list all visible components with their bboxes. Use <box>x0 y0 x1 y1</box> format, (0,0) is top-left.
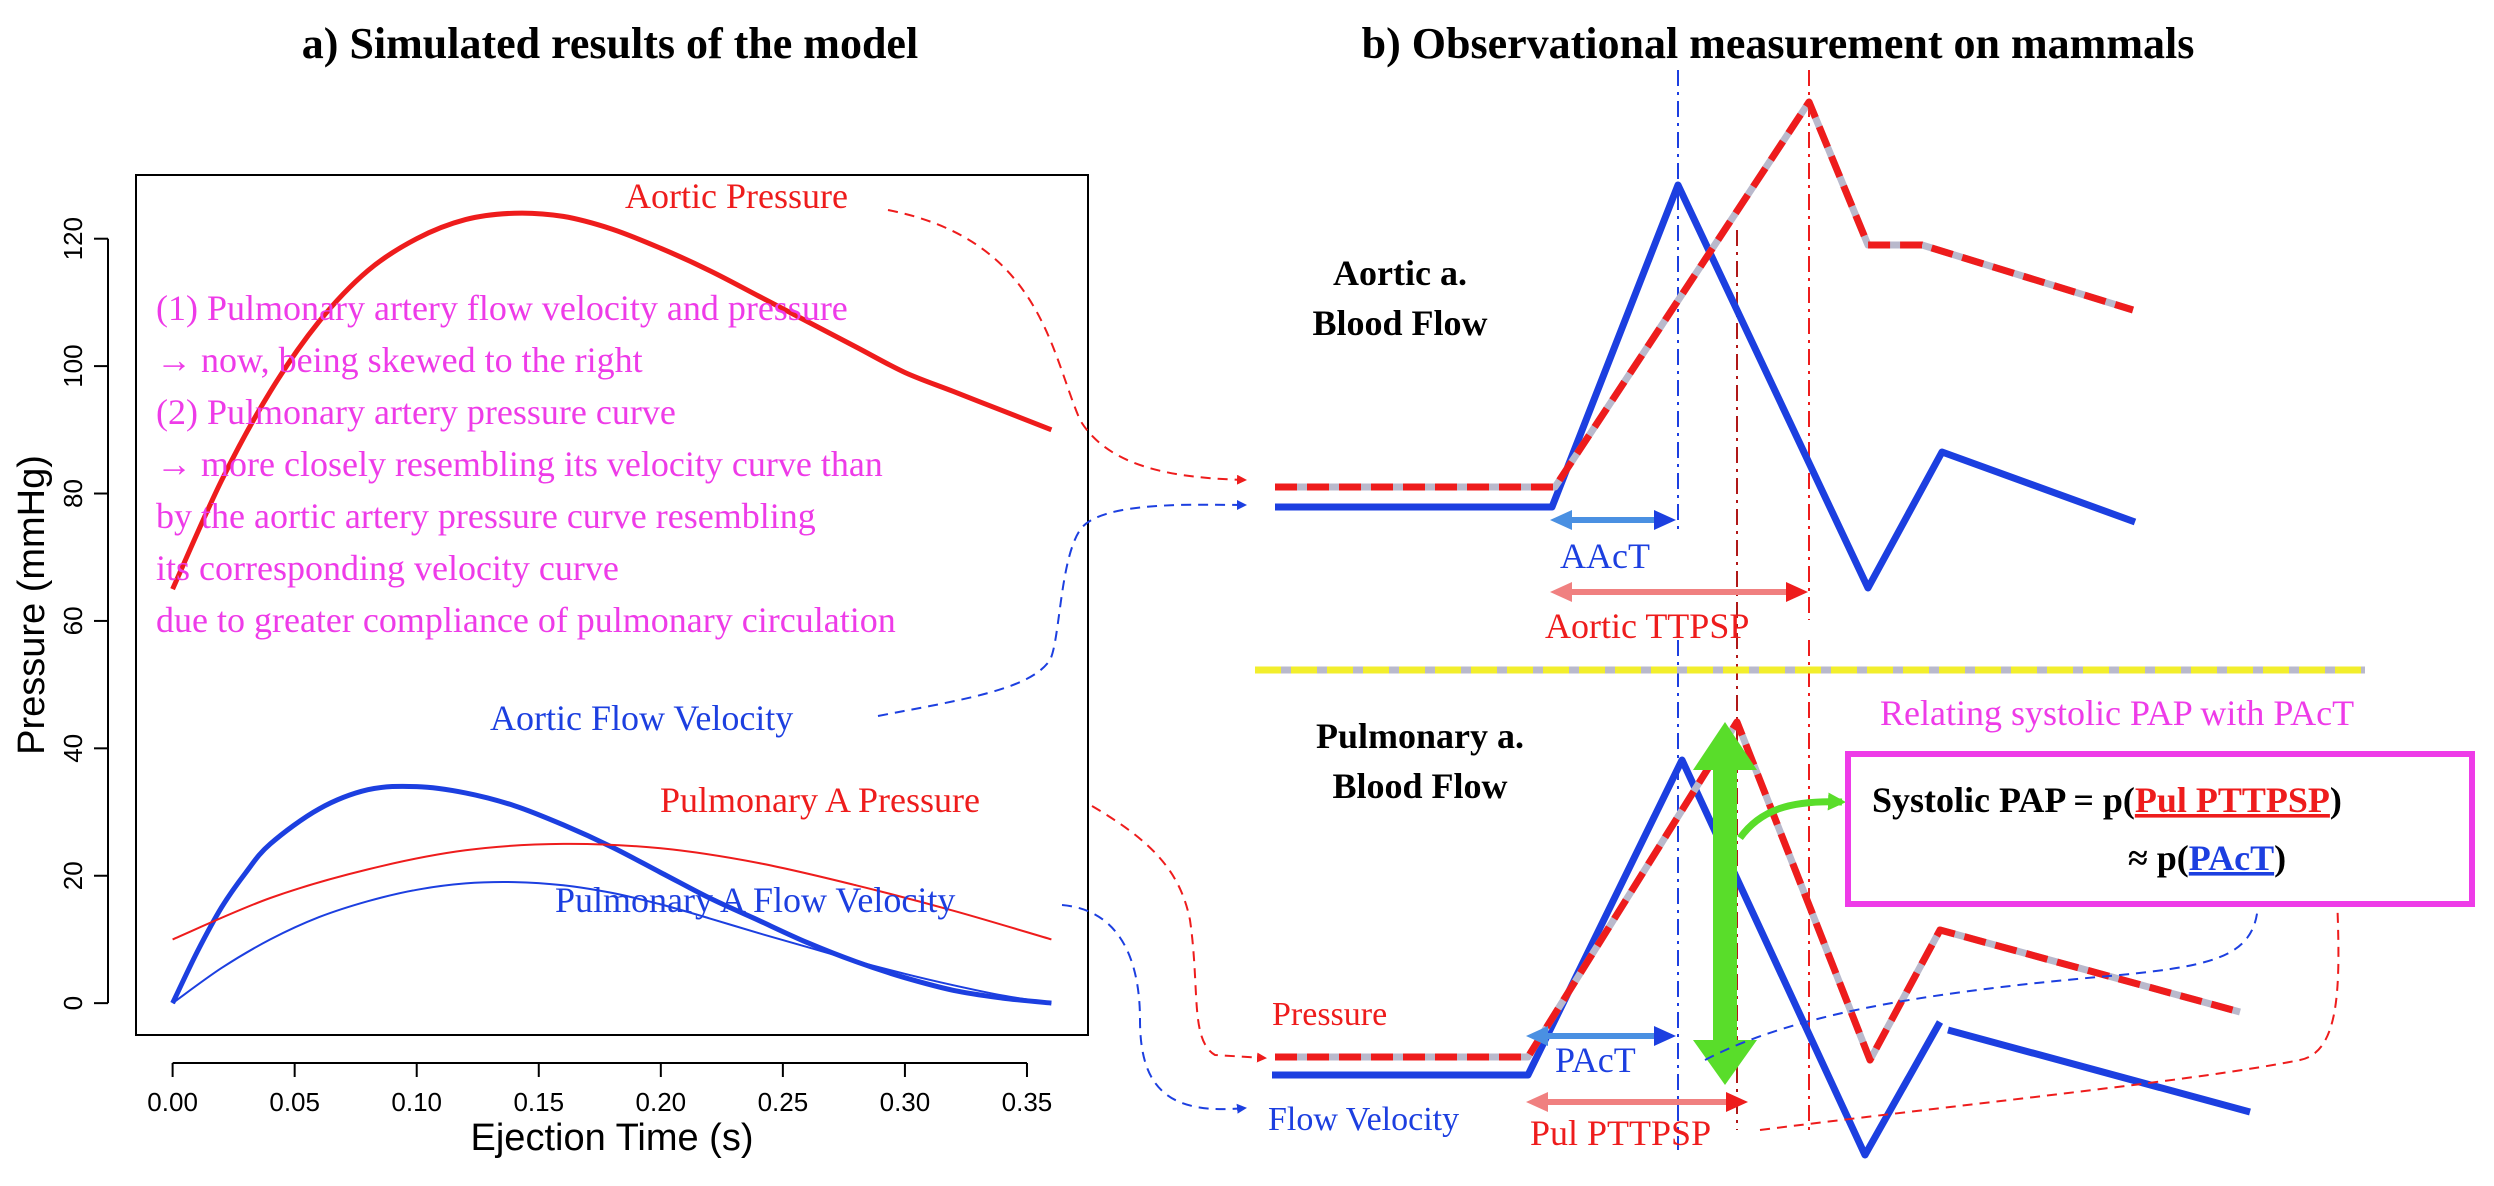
pulmonary-label-line1: Pulmonary a. <box>1316 716 1524 756</box>
annotation-text: (1) Pulmonary artery flow velocity and p… <box>156 288 896 640</box>
aortic-flow-trace <box>1275 181 2137 592</box>
connector-pact-to-box <box>1704 893 2264 1061</box>
annotation-line: → now, being skewed to the right <box>156 340 643 380</box>
series-pulmonary-a-flow-velocity <box>172 880 1052 1005</box>
pul-pttpsp-arrow-left-head <box>1526 1092 1548 1112</box>
label-pulmonary-flow: Pulmonary A Flow Velocity <box>555 880 955 920</box>
pulmonary-label-line2: Blood Flow <box>1332 766 1507 806</box>
aortic-ttpsp-label: Aortic TTPSP <box>1545 606 1749 646</box>
green-pointer-arrow <box>1737 792 1846 841</box>
x-axis-label: Ejection Time (s) <box>471 1117 754 1159</box>
pulmonary-pressure-trace-dashes <box>1275 718 2241 1064</box>
panel-b-title: b) Observational measurement on mammals <box>1362 19 2195 68</box>
pact-label: PAcT <box>1555 1040 1636 1080</box>
x-tick-label: 0.25 <box>758 1087 809 1117</box>
aortic-pressure-trace <box>1275 98 2135 491</box>
annotation-line: → more closely resembling its velocity c… <box>156 444 883 484</box>
y-tick-label: 60 <box>58 606 88 635</box>
flow-velocity-label: Flow Velocity <box>1268 1101 1459 1138</box>
y-tick-label: 0 <box>58 996 88 1010</box>
pul-pttpsp-arrow-right-head <box>1726 1092 1748 1112</box>
aortic-label-line1: Aortic a. <box>1333 253 1467 293</box>
formula-line2-prefix: ≈ p( <box>2128 838 2189 878</box>
formula-box <box>1845 751 2475 907</box>
x-tick-label: 0.20 <box>636 1087 687 1117</box>
y-tick-label: 100 <box>58 344 88 387</box>
x-tick-label: 0.15 <box>513 1087 564 1117</box>
series-layer <box>170 210 1053 1006</box>
y-tick-label: 20 <box>58 861 88 890</box>
aact-arrow-right-head <box>1654 510 1676 530</box>
y-tick-label: 120 <box>58 217 88 260</box>
green-arrow-top-head <box>1693 722 1757 770</box>
aact-arrow <box>1550 510 1676 530</box>
x-axis: 0.00 0.05 0.10 0.15 0.20 0.25 0.30 0.35 <box>147 1062 1053 1117</box>
annotation-line: its corresponding velocity curve <box>156 548 619 588</box>
pulmonary-flow-trace <box>1272 756 1944 1159</box>
pact-arrow <box>1526 1026 1676 1046</box>
connector-pulmonary-flow <box>1061 904 1247 1114</box>
x-tick-label: 0.35 <box>1002 1087 1053 1117</box>
panel-a-title: a) Simulated results of the model <box>302 19 918 68</box>
x-tick-label: 0.30 <box>880 1087 931 1117</box>
connector-aortic-pressure <box>887 209 1247 485</box>
green-arrow-shaft <box>1713 760 1737 1060</box>
formula-line2-suffix: ) <box>2274 838 2286 878</box>
y-tick-label: 40 <box>58 734 88 763</box>
formula-line1-link: Pul PTTPSP <box>2135 780 2330 820</box>
series-aortic-flow-velocity <box>170 783 1052 1006</box>
pact-arrow-left-head <box>1526 1026 1548 1046</box>
y-axis-label: Pressure (mmHg) <box>11 455 53 755</box>
formula-line2: ≈ p(PAcT) <box>2128 838 2286 878</box>
annotation-line: (1) Pulmonary artery flow velocity and p… <box>156 288 848 328</box>
pul-pttpsp-arrow <box>1526 1092 1748 1112</box>
formula-line1-prefix: Systolic PAP = p( <box>1872 780 2135 820</box>
label-pulmonary-pressure: Pulmonary A Pressure <box>660 780 980 820</box>
aortic-ttpsp-arrow-right-head <box>1786 582 1808 602</box>
green-arrow-bottom-head <box>1693 1040 1757 1085</box>
connector-arrows <box>877 209 1267 1114</box>
x-tick-label: 0.05 <box>269 1087 320 1117</box>
pulmonary-flow-trace-tail <box>1947 1026 2251 1116</box>
series-aortic-pressure <box>170 210 1053 591</box>
aact-label: AAcT <box>1560 536 1650 576</box>
x-tick-label: 0.10 <box>391 1087 442 1117</box>
aortic-pressure-trace-dashes <box>1275 98 2135 491</box>
connector-pulmonary-pressure <box>1091 805 1267 1063</box>
panel-a-chart: 0.00 0.05 0.10 0.15 0.20 0.25 0.30 0.35 0 20 40 60… <box>11 174 1089 1159</box>
series-pulmonary-a-pressure <box>172 842 1052 941</box>
aortic-ttpsp-arrow-left-head <box>1550 582 1572 602</box>
pact-arrow-right-head <box>1654 1026 1676 1046</box>
relating-label: Relating systolic PAP with PAcT <box>1880 693 2354 733</box>
aact-arrow-left-head <box>1550 510 1572 530</box>
formula-line1: Systolic PAP = p(Pul PTTPSP) <box>1872 780 2342 820</box>
y-tick-label: 80 <box>58 479 88 508</box>
pul-pttpsp-label: Pul PTTPSP <box>1530 1113 1711 1153</box>
aortic-label-line2: Blood Flow <box>1312 303 1487 343</box>
formula-line2-link: PAcT <box>2189 838 2274 878</box>
label-aortic-pressure: Aortic Pressure <box>625 176 848 216</box>
aortic-ttpsp-arrow <box>1550 582 1808 602</box>
annotation-line: due to greater compliance of pulmonary c… <box>156 600 896 640</box>
annotation-line: (2) Pulmonary artery pressure curve <box>156 392 676 432</box>
plot-frame <box>135 174 1089 1036</box>
formula-line1-suffix: ) <box>2330 780 2342 820</box>
green-double-arrow <box>1693 722 1757 1085</box>
x-tick-label: 0.00 <box>147 1087 198 1117</box>
annotation-line: by the aortic artery pressure curve rese… <box>156 496 816 536</box>
connector-aortic-flow <box>877 499 1247 717</box>
label-aortic-flow: Aortic Flow Velocity <box>490 698 793 738</box>
y-axis: 0 20 40 60 80 100 120 <box>58 217 109 1010</box>
pressure-label: Pressure <box>1272 996 1387 1033</box>
